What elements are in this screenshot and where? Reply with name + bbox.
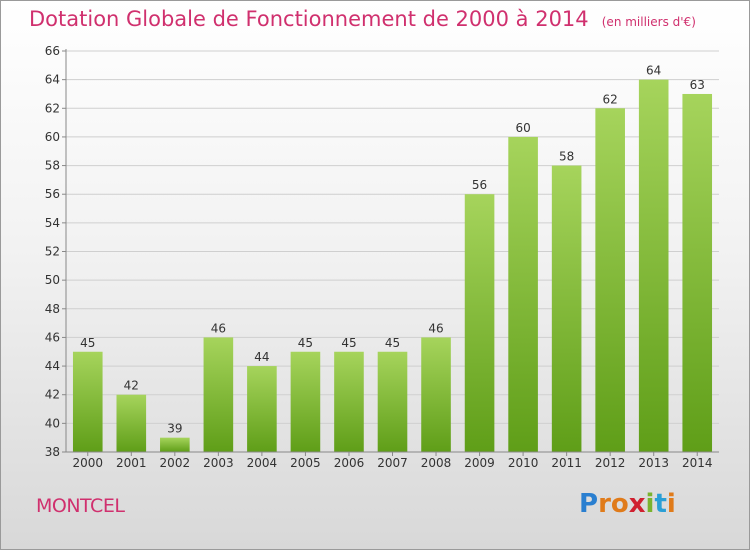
data-label: 45 (80, 336, 95, 350)
data-label: 63 (690, 78, 705, 92)
x-tick-label: 2006 (334, 456, 365, 470)
bar (203, 337, 234, 452)
x-tick-label: 2008 (421, 456, 452, 470)
y-tick-label: 62 (45, 101, 60, 115)
bar (290, 351, 321, 452)
bar (72, 351, 103, 452)
y-tick-label: 52 (45, 245, 60, 259)
logo-letter: i (645, 489, 655, 519)
data-label: 45 (298, 336, 313, 350)
logo-letter: x (628, 489, 646, 519)
data-label: 46 (211, 321, 226, 335)
y-tick-label: 48 (45, 302, 60, 316)
bar (116, 394, 147, 452)
chart-title: Dotation Globale de Fonctionnement de 20… (29, 7, 589, 31)
proxiti-logo[interactable]: Proxiti (579, 489, 676, 519)
y-tick-label: 54 (45, 216, 60, 230)
logo-letter: i (666, 489, 676, 519)
data-label: 39 (167, 422, 182, 436)
logo-letter: t (654, 489, 667, 519)
y-tick-label: 44 (45, 359, 60, 373)
bar-chart: 38 40 42 44 46 48 50 52 54 56 58 60 62 64 66 45 2000 42 20… (45, 44, 719, 470)
data-label: 58 (559, 150, 574, 164)
bar (377, 351, 408, 452)
chart-subtitle: (en milliers d'€) (601, 15, 696, 29)
x-tick-label: 2000 (72, 456, 103, 470)
logo-letter: o (610, 489, 629, 519)
x-tick-label: 2007 (377, 456, 408, 470)
bar (551, 165, 582, 453)
x-tick-label: 2009 (464, 456, 495, 470)
bar (595, 108, 625, 453)
y-tick-label: 58 (45, 159, 60, 173)
data-label: 45 (385, 336, 400, 350)
y-tick-label: 56 (45, 187, 60, 201)
data-label: 62 (603, 92, 618, 106)
y-tick-label: 50 (45, 273, 60, 287)
data-label: 60 (515, 121, 530, 135)
x-tick-label: 2012 (595, 456, 626, 470)
data-label: 45 (341, 336, 356, 350)
y-tick-label: 60 (45, 130, 60, 144)
chart-header: Dotation Globale de Fonctionnement de 20… (29, 7, 696, 31)
x-tick-label: 2002 (160, 456, 191, 470)
bar (421, 337, 451, 452)
bar (508, 136, 538, 452)
labels: 38 40 42 44 46 48 50 52 54 56 58 60 62 64 66 45 2000 42 20… (45, 44, 713, 470)
x-tick-label: 2010 (508, 456, 539, 470)
data-label: 42 (124, 379, 139, 393)
bar (682, 93, 713, 452)
x-tick-label: 2011 (551, 456, 582, 470)
x-tick-label: 2004 (247, 456, 278, 470)
bar (464, 194, 495, 452)
y-tick-label: 66 (45, 44, 60, 58)
logo-letter: r (598, 489, 611, 519)
x-tick-label: 2003 (203, 456, 234, 470)
y-tick-label: 64 (45, 73, 60, 87)
y-tick-label: 38 (45, 445, 60, 459)
bar (638, 79, 669, 453)
data-label: 44 (254, 350, 269, 364)
data-label: 56 (472, 178, 487, 192)
y-tick-label: 46 (45, 330, 60, 344)
logo-letter: P (579, 489, 599, 519)
bar (334, 351, 364, 452)
x-tick-label: 2005 (290, 456, 321, 470)
data-label: 46 (428, 321, 443, 335)
x-tick-label: 2013 (638, 456, 669, 470)
data-label: 64 (646, 64, 661, 78)
bar (160, 437, 190, 452)
bar (247, 366, 277, 452)
y-tick-label: 40 (45, 416, 60, 430)
bars (72, 79, 713, 453)
axes (62, 49, 719, 456)
place-name: MONTCEL (36, 495, 125, 517)
y-tick-label: 42 (45, 388, 60, 402)
x-tick-label: 2014 (682, 456, 713, 470)
x-tick-label: 2001 (116, 456, 147, 470)
